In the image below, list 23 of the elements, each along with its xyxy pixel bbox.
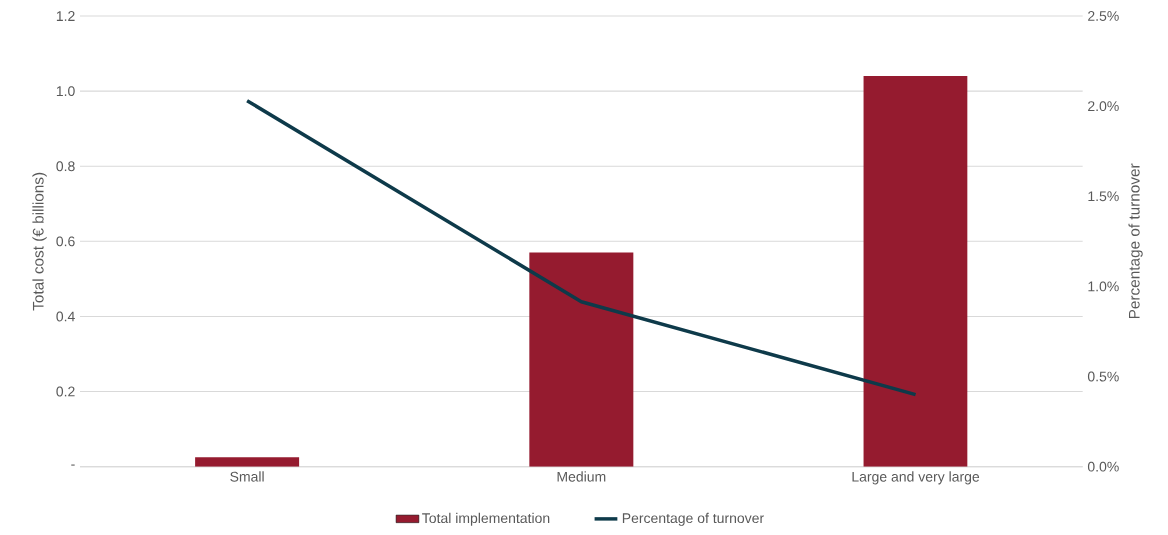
y-tick-label: 1.2 bbox=[56, 11, 75, 22]
y2-tick-label: 0.0% bbox=[1087, 461, 1119, 472]
bar bbox=[863, 76, 968, 467]
y-tick-label: - bbox=[71, 464, 75, 466]
y-tick-label: 0.6 bbox=[56, 236, 75, 247]
y-tick-label: 1.0 bbox=[56, 86, 75, 97]
y2-tick-label: 2.0% bbox=[1088, 101, 1119, 112]
y-axis-title: Total cost (€ billions) bbox=[32, 173, 47, 311]
bar bbox=[195, 457, 300, 467]
y2-tick-label: 0.5% bbox=[1087, 371, 1119, 382]
bar bbox=[529, 252, 634, 467]
y-tick-label: 0.2 bbox=[56, 386, 75, 397]
legend-label: Total implementation bbox=[422, 512, 550, 527]
y2-tick-label: 1.5% bbox=[1088, 191, 1119, 202]
y-tick-label: 0.4 bbox=[56, 311, 75, 322]
legend-label: Percentage of turnover bbox=[622, 513, 764, 527]
y-tick-label: 0.8 bbox=[56, 161, 75, 172]
y2-axis-title: Percentage of turnover bbox=[1128, 163, 1143, 319]
x-tick-label: Small bbox=[230, 471, 264, 482]
y2-tick-label: 1.0% bbox=[1088, 281, 1119, 292]
x-tick-label: Large and very large bbox=[852, 471, 980, 485]
x-tick-label: Medium bbox=[557, 471, 606, 482]
y2-tick-label: 2.5% bbox=[1088, 11, 1119, 22]
